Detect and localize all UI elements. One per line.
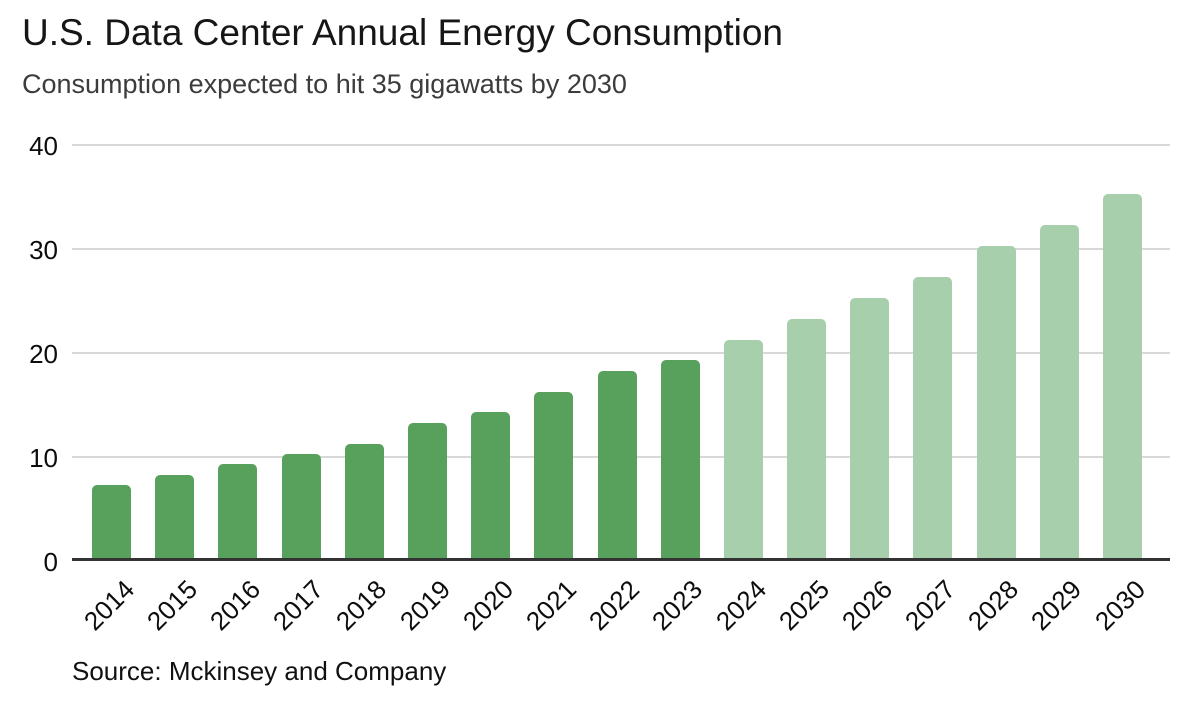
x-tick-label-2027: 2027 [898,574,962,637]
bar-2016 [218,464,258,558]
chart-title: U.S. Data Center Annual Energy Consumpti… [22,12,783,53]
x-tick-label-2016: 2016 [204,574,267,637]
x-tick-label-2014: 2014 [77,574,140,637]
x-tick-label-2015: 2015 [140,574,203,637]
y-tick-label-20: 20 [29,339,58,369]
bar-2029 [1039,225,1079,558]
bar-2021 [534,391,574,558]
bar-2030 [1102,194,1142,558]
bar-2015 [155,474,195,558]
bar-chart: 0 10 20 30 40 2014 2015 2016 2017 2018 2019 2020 20… [0,131,1182,685]
bar-2026 [850,298,890,558]
gridline-20 [72,352,1170,354]
chart-subtitle: Consumption expected to hit 35 gigawatts… [22,69,627,99]
x-tick-label-2017: 2017 [267,574,330,637]
bar-2022 [597,370,637,558]
x-tick-label-2018: 2018 [330,574,393,637]
x-tick-label-2030: 2030 [1088,574,1151,637]
x-tick-label-2019: 2019 [393,574,456,637]
gridline-30 [72,248,1170,250]
x-tick-label-2023: 2023 [646,574,709,637]
bar-2024 [723,339,763,558]
y-tick-label-30: 30 [29,235,58,265]
x-tick-label-2024: 2024 [709,574,772,637]
bar-2017 [281,454,321,558]
y-tick-label-10: 10 [29,443,58,473]
source-note: Source: Mckinsey and Company [72,656,447,686]
x-tick-label-2022: 2022 [583,574,646,637]
bar-2025 [787,318,827,558]
x-tick-label-2028: 2028 [962,574,1025,637]
x-tick-label-2021: 2021 [519,574,583,637]
x-tick-label-2025: 2025 [772,574,835,637]
x-tick-label-2026: 2026 [835,574,898,637]
bar-2023 [660,360,700,558]
bar-2028 [976,246,1016,558]
gridline-40 [72,144,1170,146]
y-tick-label-0: 0 [43,547,58,577]
plot-area [72,144,1170,561]
y-axis-labels: 0 10 20 30 40 [0,131,58,577]
bar-2019 [407,422,447,558]
bar-2018 [344,443,384,558]
y-tick-label-40: 40 [29,131,58,161]
x-tick-label-2020: 2020 [456,574,519,637]
bar-2027 [913,277,953,558]
x-tick-label-2029: 2029 [1025,574,1088,637]
bar-2020 [471,412,511,558]
bar-2014 [92,485,132,558]
